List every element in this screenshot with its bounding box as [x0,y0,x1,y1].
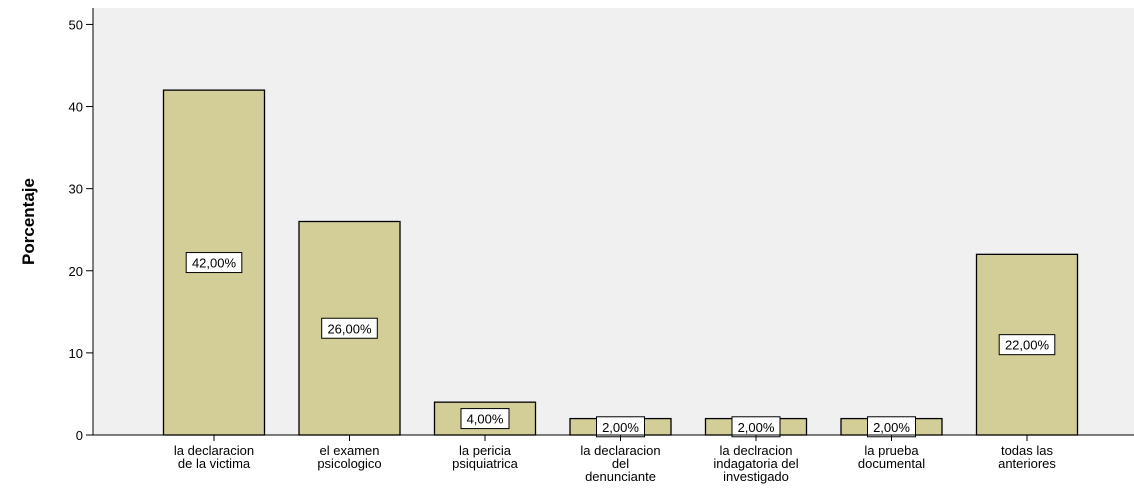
x-axis: la declaracion de la victima el examen psic… [93,434,1134,484]
data-label-box [321,317,378,339]
y-tick-label: 20 [69,264,83,279]
plot-area [93,8,1134,435]
y-tick-label: 0 [76,428,83,443]
data-label: 2,00% [731,416,781,438]
x-tick-label: la declaracion del denunciante [580,443,660,484]
x-tick-label: la pericia psiquiatrica [452,443,519,471]
y-tick-label: 10 [69,346,83,361]
x-tick-label: el examen psicologico [317,443,381,471]
data-label: 4,00% [460,408,510,430]
y-tick-label: 50 [69,17,83,32]
data-label: 2,00% [596,416,645,438]
y-axis: 0 10 20 30 40 50 [69,8,94,443]
data-label: 26,00% [321,317,378,339]
data-label-box [185,252,243,274]
x-tick-label: la declaracion de la victima [174,443,254,471]
y-tick-label: 30 [69,182,83,197]
data-label-box [998,334,1056,356]
bars-group: 42,00% 26,00% 4,00% 2,00% 2,00% 2,00% 22,00% [162,89,1079,438]
x-tick-label: todas las anteriores [998,443,1056,471]
data-label: 22,00% [998,334,1056,356]
y-tick-label: 40 [69,100,83,115]
x-tick-label: la declracion indagatoria del investigado [713,443,798,484]
data-label-box [460,408,510,430]
data-label-text: 2,00% [602,420,639,435]
y-axis-title: Porcentaje [19,178,38,265]
data-label: 42,00% [185,252,243,274]
data-label-text: 2,00% [738,420,775,435]
data-label-text: 4,00% [467,412,504,427]
data-label-text: 22,00% [1005,338,1050,353]
data-label-text: 42,00% [192,256,237,271]
data-label-text: 26,00% [327,321,372,336]
x-tick-label: la prueba documental [858,443,925,471]
data-label-text: 2,00% [873,420,910,435]
data-label: 2,00% [867,416,916,438]
